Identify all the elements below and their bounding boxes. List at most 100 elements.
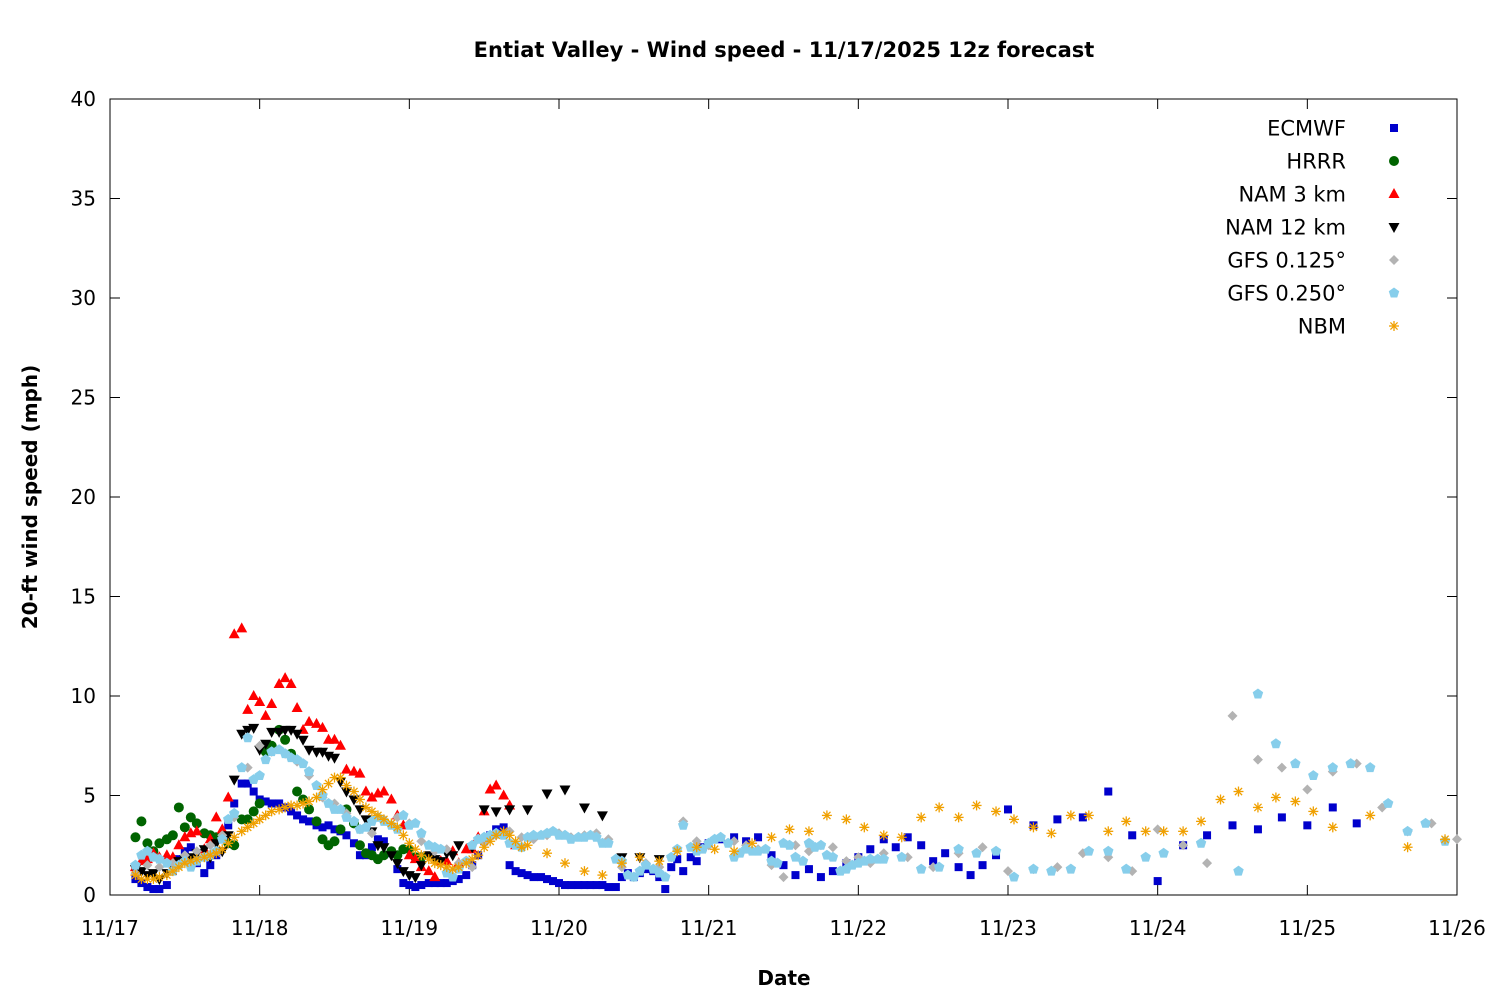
y-tick-label: 25: [71, 386, 96, 410]
data-point: [1046, 865, 1057, 876]
data-point: [679, 867, 688, 876]
data-point: [1402, 825, 1413, 836]
data-point: [686, 853, 695, 862]
data-point: [405, 881, 414, 890]
data-point: [1253, 825, 1262, 834]
data-point: [827, 851, 839, 862]
data-point: [517, 869, 526, 878]
data-point: [1308, 806, 1319, 817]
data-point: [161, 870, 172, 881]
data-point: [722, 837, 734, 848]
data-point: [205, 850, 216, 861]
data-point: [1276, 762, 1287, 773]
data-point: [409, 873, 421, 884]
data-point: [154, 872, 165, 883]
data-point: [754, 833, 763, 842]
data-point: [667, 863, 676, 872]
data-point: [580, 881, 589, 890]
data-point: [360, 802, 371, 813]
x-tick-label: 11/17: [81, 916, 139, 940]
data-point: [179, 822, 190, 833]
data-point: [522, 805, 534, 816]
data-point: [403, 849, 415, 860]
data-point: [1202, 858, 1213, 869]
data-point: [299, 815, 308, 824]
data-point: [340, 787, 352, 798]
data-point: [329, 733, 340, 744]
data-point: [430, 879, 439, 888]
data-point: [305, 817, 314, 826]
data-point: [335, 824, 346, 835]
data-point: [334, 739, 346, 750]
data-point: [273, 727, 285, 738]
data-point: [597, 870, 608, 881]
data-point: [978, 861, 987, 870]
data-point: [206, 861, 215, 870]
data-point: [435, 843, 446, 854]
data-point: [378, 843, 390, 854]
x-tick-label: 11/20: [530, 916, 588, 940]
data-point: [379, 837, 388, 846]
data-point: [216, 823, 228, 834]
data-point: [378, 814, 389, 825]
data-point: [933, 861, 945, 872]
data-point: [222, 791, 234, 802]
data-point: [155, 885, 164, 894]
data-point: [1178, 826, 1189, 837]
data-point: [784, 839, 795, 850]
data-point: [161, 849, 173, 860]
data-point: [149, 885, 158, 894]
data-point: [865, 853, 876, 864]
legend-marker: [1390, 124, 1398, 132]
data-point: [237, 779, 246, 788]
data-point: [816, 873, 825, 882]
data-point: [990, 845, 1002, 856]
data-point: [1004, 805, 1012, 814]
data-point: [417, 881, 426, 890]
data-point: [692, 857, 701, 866]
data-point: [348, 786, 359, 797]
data-point: [378, 785, 390, 796]
data-point: [130, 870, 141, 881]
data-point: [760, 843, 771, 854]
data-point: [916, 812, 927, 823]
legend-label: HRRR: [1286, 150, 1346, 174]
data-point: [291, 701, 303, 712]
data-point: [416, 850, 427, 861]
y-tick-label: 5: [83, 784, 96, 808]
data-point: [715, 831, 726, 842]
data-point: [1104, 787, 1113, 796]
data-point: [423, 865, 435, 876]
data-point: [767, 851, 776, 860]
data-point: [191, 854, 202, 865]
data-point: [341, 780, 352, 791]
data-point: [248, 806, 259, 817]
data-point: [559, 785, 571, 796]
legend-label: ECMWF: [1267, 117, 1346, 141]
data-point: [416, 827, 427, 838]
data-point: [1270, 792, 1281, 803]
data-point: [915, 863, 927, 874]
data-point: [411, 883, 420, 892]
data-point: [1452, 834, 1462, 845]
data-point: [1178, 840, 1189, 851]
data-point: [1128, 831, 1137, 840]
data-point: [392, 822, 403, 833]
data-point: [1440, 834, 1451, 845]
data-point: [1420, 817, 1431, 828]
data-point: [1008, 814, 1019, 825]
data-point: [254, 814, 265, 825]
data-point: [490, 807, 502, 818]
data-point: [303, 766, 315, 777]
data-point: [366, 806, 377, 817]
data-point: [228, 775, 240, 786]
x-tick-label: 11/24: [1129, 916, 1187, 940]
data-point: [815, 839, 827, 850]
data-point: [161, 857, 173, 868]
data-point: [529, 873, 538, 882]
series-nbm: [130, 772, 1451, 885]
data-point: [297, 758, 309, 769]
data-point: [242, 822, 253, 833]
data-point: [242, 725, 254, 736]
data-point: [691, 836, 702, 847]
